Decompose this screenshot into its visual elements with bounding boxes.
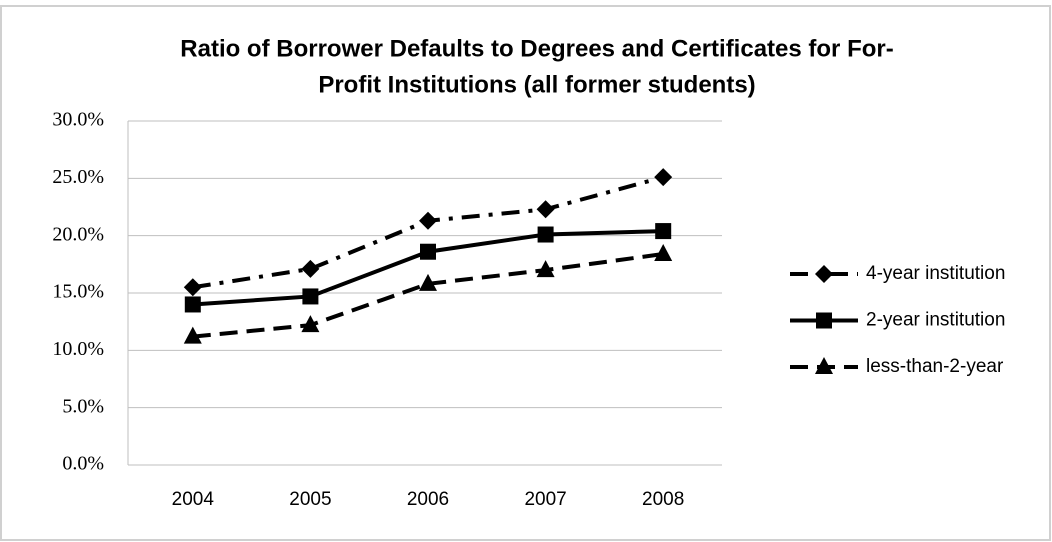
marker: [537, 226, 554, 243]
marker: [536, 260, 555, 278]
marker: [302, 288, 319, 305]
y-tick-label: 20.0%: [52, 223, 104, 245]
y-tick-label: 5.0%: [62, 395, 104, 417]
y-tick-label: 0.0%: [62, 453, 104, 475]
x-tick-label: 2008: [642, 489, 684, 510]
x-tick-label: 2005: [289, 489, 331, 510]
legend-label: 2-year institution: [866, 310, 1005, 331]
x-tick-label: 2007: [524, 489, 566, 510]
marker: [654, 168, 673, 187]
x-tick-label: 2006: [407, 489, 449, 510]
marker: [815, 357, 833, 374]
marker: [183, 278, 202, 297]
series-line: [192, 252, 664, 339]
marker: [301, 259, 320, 278]
legend-label: 4-year institution: [866, 263, 1005, 284]
y-tick-label: 25.0%: [52, 166, 104, 188]
marker: [419, 273, 437, 291]
x-tick-label: 2004: [172, 489, 215, 510]
marker: [301, 315, 320, 333]
marker: [184, 296, 201, 313]
chart-border: [0, 5, 1051, 541]
marker: [815, 265, 833, 283]
marker: [183, 326, 202, 344]
y-tick-label: 15.0%: [52, 281, 104, 303]
marker: [419, 211, 437, 230]
y-tick-label: 30.0%: [52, 109, 104, 131]
marker: [536, 200, 555, 219]
y-tick-label: 10.0%: [52, 338, 104, 360]
marker: [654, 244, 673, 262]
legend-label: less-than-2-year: [866, 356, 1004, 377]
chart-title: Ratio of Borrower Defaults to Degrees an…: [180, 35, 893, 62]
marker: [420, 243, 436, 260]
marker: [816, 312, 832, 329]
chart-title: Profit Institutions (all former students…: [318, 71, 755, 98]
marker: [655, 223, 672, 240]
